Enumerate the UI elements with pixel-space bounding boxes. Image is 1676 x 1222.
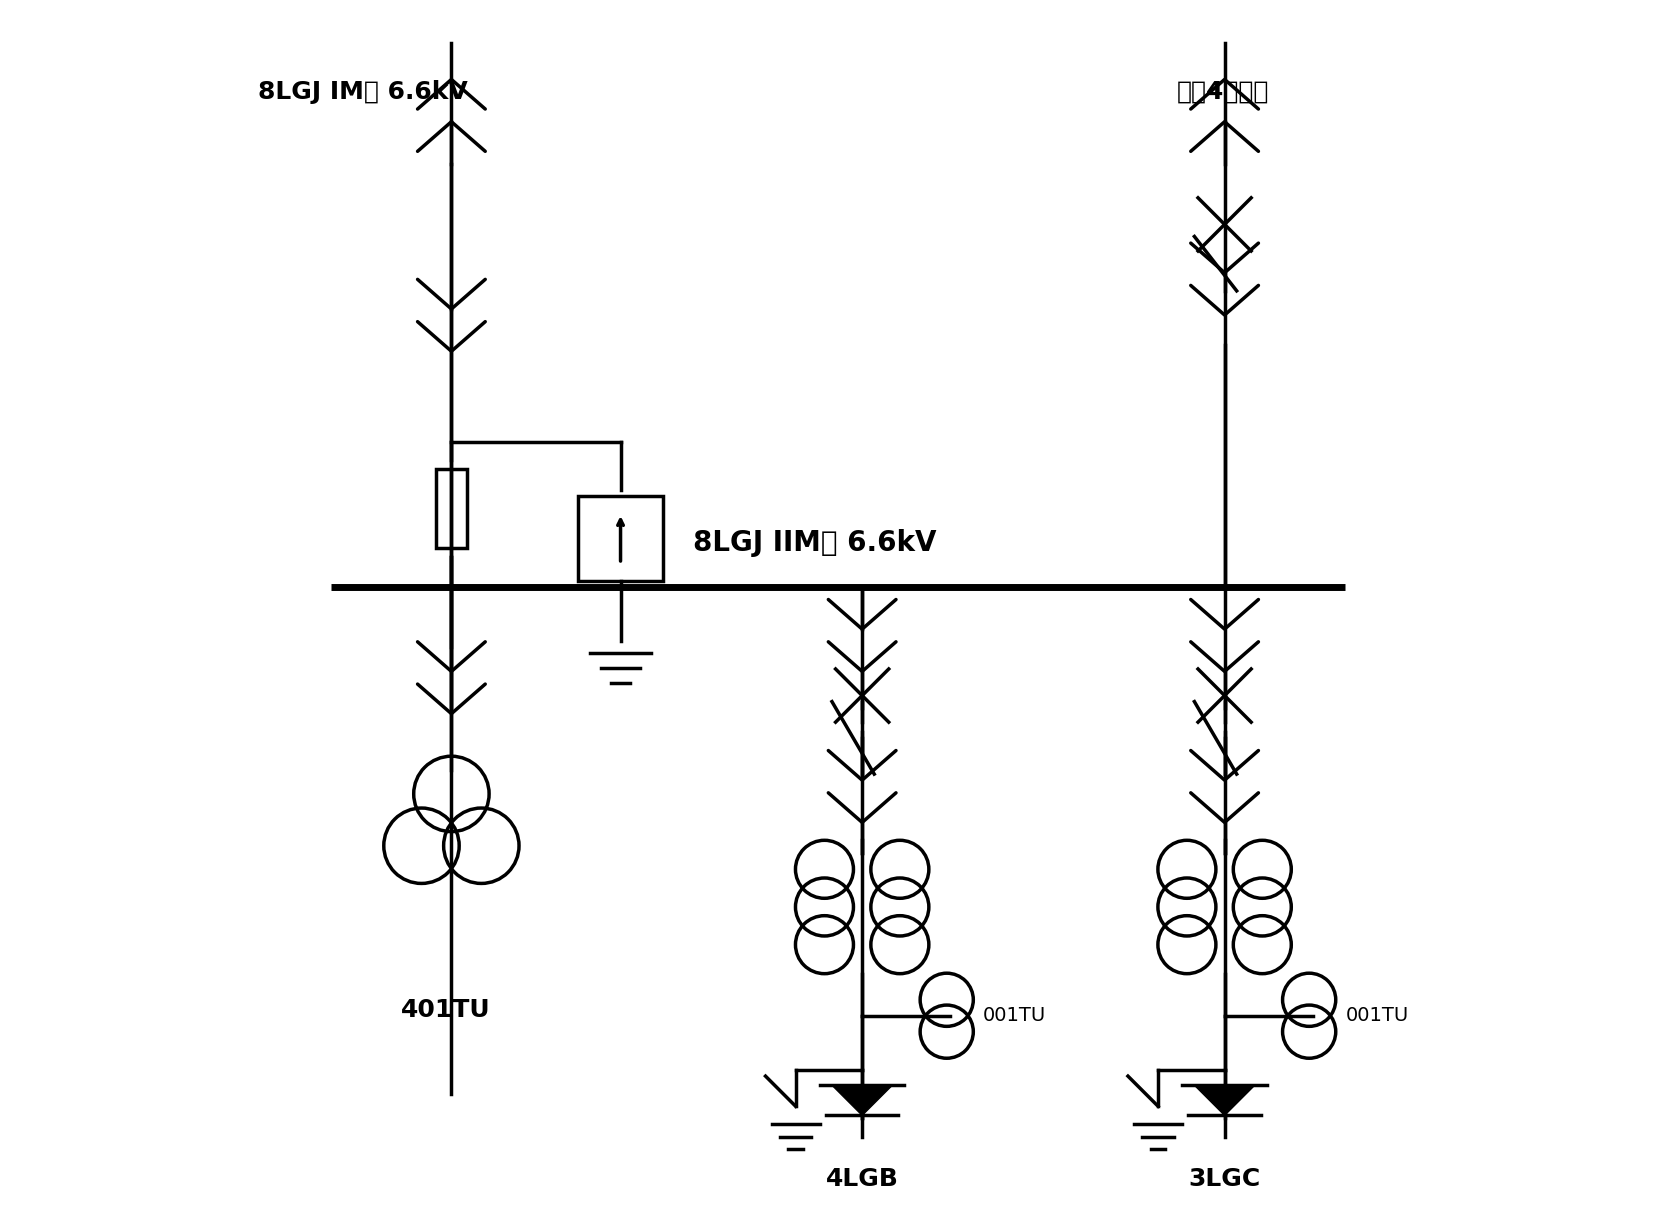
- Text: 401TU: 401TU: [401, 997, 489, 1022]
- Text: 4LGB: 4LGB: [826, 1167, 898, 1190]
- Text: 8LGJ IIM段 6.6kV: 8LGJ IIM段 6.6kV: [694, 529, 937, 557]
- Bar: [578, 496, 662, 580]
- Polygon shape: [831, 1085, 892, 1116]
- Bar: [436, 469, 466, 547]
- Text: 8LGJ IM段 6.6kV: 8LGJ IM段 6.6kV: [258, 79, 468, 104]
- Text: 001TU: 001TU: [982, 1006, 1046, 1025]
- Text: 001TU: 001TU: [1346, 1006, 1408, 1025]
- Text: 3LGC: 3LGC: [1188, 1167, 1260, 1190]
- Polygon shape: [1195, 1085, 1255, 1116]
- Text: 来自4号辅变: 来自4号辅变: [1177, 79, 1269, 104]
